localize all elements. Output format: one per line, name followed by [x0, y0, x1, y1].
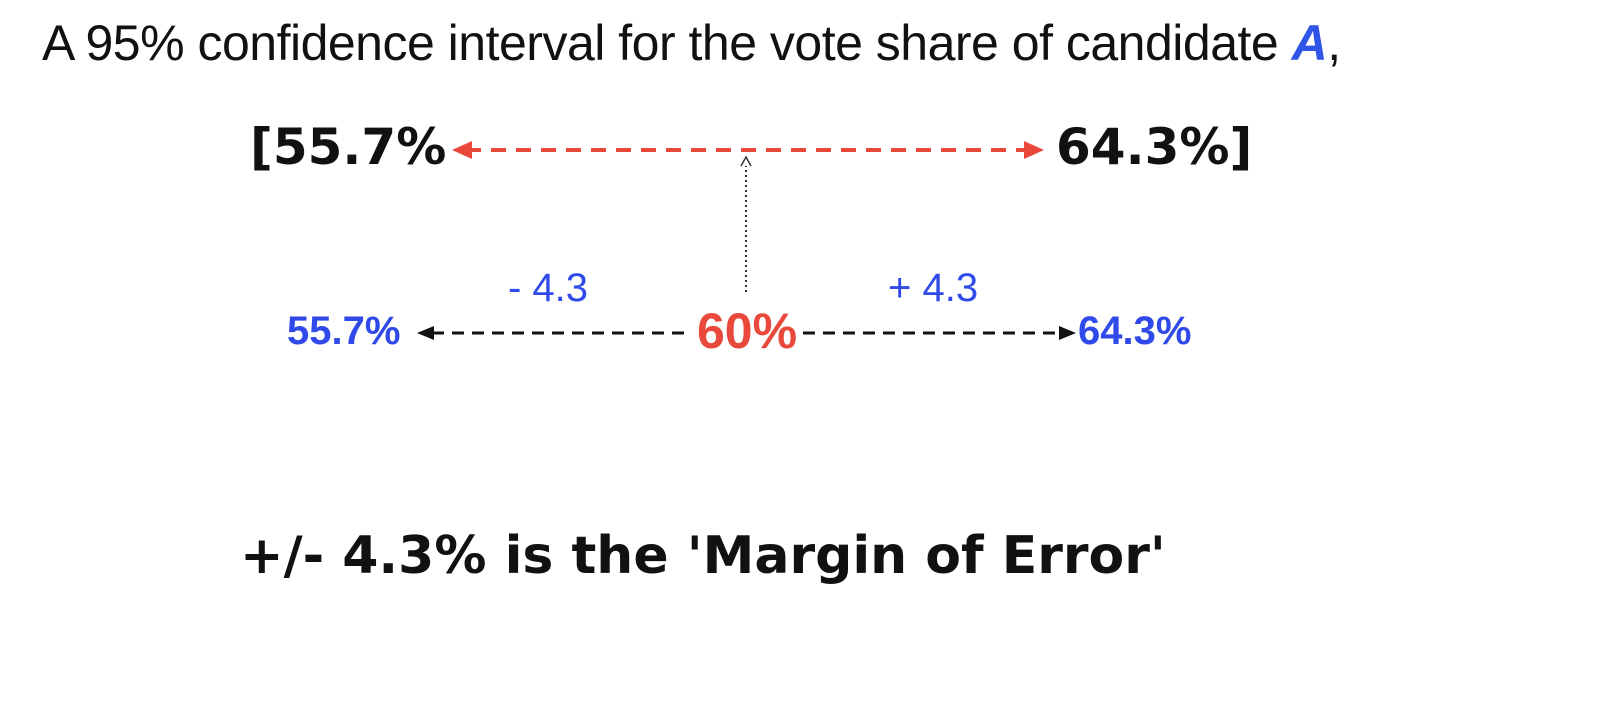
estimate-lower-value: 55.7%	[287, 309, 401, 353]
interval-double-arrow	[452, 141, 1044, 159]
center-pointer-arrowhead	[740, 155, 752, 167]
interval-right-arrowhead	[1024, 141, 1044, 159]
center-pointer-arrow	[740, 155, 752, 292]
margin-of-error-statement: +/- 4.3% is the 'Margin of Error'	[240, 526, 1166, 586]
slide-heading: A 95% confidence interval for the vote s…	[42, 14, 1341, 72]
estimate-upper-value: 64.3%	[1078, 309, 1192, 353]
interval-left-arrowhead	[452, 141, 472, 159]
minus-arrow	[417, 326, 690, 340]
heading-trailing: ,	[1327, 15, 1341, 71]
plus-offset-label: + 4.3	[888, 266, 979, 310]
heading-text: A 95% confidence interval for the vote s…	[42, 15, 1279, 71]
plus-arrow	[803, 326, 1076, 340]
minus-offset-label: - 4.3	[508, 266, 589, 310]
point-estimate-value: 60%	[697, 303, 798, 359]
interval-upper-bound: 64.3%]	[1056, 118, 1253, 176]
interval-lower-bound: [55.7%	[250, 118, 447, 176]
plus-arrowhead	[1059, 326, 1076, 340]
candidate-label: A	[1291, 15, 1328, 71]
minus-arrowhead	[417, 326, 434, 340]
